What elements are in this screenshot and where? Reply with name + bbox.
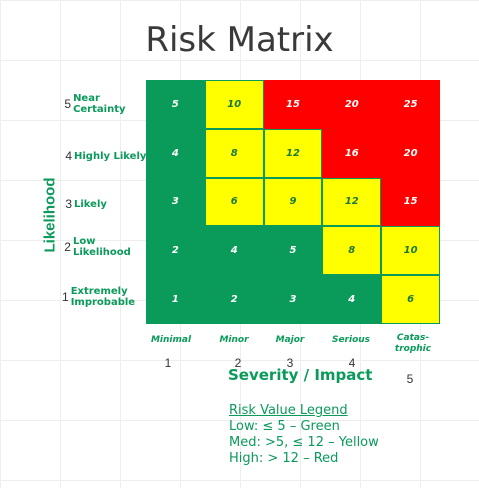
likelihood-number: 4 [65, 149, 72, 163]
likelihood-row-1: 1 Extremely Improbable [62, 282, 148, 312]
matrix-cell: 8 [204, 128, 264, 178]
x-axis-title: Severity / Impact [228, 366, 373, 384]
page-title: Risk Matrix [145, 20, 334, 60]
likelihood-row-5: 5 Near Certainty [62, 89, 148, 119]
matrix-cell: 3 [146, 177, 205, 227]
severity-label-5: Catas-trophic [394, 333, 432, 354]
matrix-cell: 20 [381, 128, 440, 178]
severity-label-2: Minor [219, 335, 249, 345]
matrix-cell: 5 [263, 226, 323, 276]
severity-label-1: Minimal [150, 335, 192, 345]
matrix-cell: 15 [263, 80, 323, 129]
likelihood-number: 5 [64, 97, 72, 111]
severity-label-3: Major [275, 335, 305, 345]
matrix-cell: 12 [322, 177, 382, 227]
matrix-cell: 16 [322, 128, 382, 178]
matrix-cell: 25 [381, 80, 440, 129]
matrix-cell: 6 [381, 275, 440, 324]
matrix-cell: 10 [381, 226, 440, 276]
legend-item-high: High: > 12 – Red [229, 451, 339, 466]
likelihood-number: 1 [62, 290, 69, 304]
likelihood-label: Highly Likely [74, 150, 147, 162]
matrix-cell: 4 [204, 226, 264, 276]
matrix-cell: 15 [381, 177, 440, 227]
likelihood-label: Likely [74, 198, 107, 210]
risk-legend: Risk Value Legend Low: ≤ 5 – Green Med: … [229, 403, 379, 467]
matrix-cell: 8 [322, 226, 382, 276]
likelihood-number: 3 [65, 197, 72, 211]
matrix-cell: 12 [263, 128, 323, 178]
severity-number-2: 2 [234, 356, 242, 370]
matrix-cell: 20 [322, 80, 382, 129]
severity-label-4: Serious [331, 335, 371, 345]
likelihood-label: Low Likelihood [72, 236, 131, 258]
severity-number-3: 3 [286, 356, 294, 370]
likelihood-row-3: 3 Likely [62, 189, 148, 219]
matrix-cell: 4 [146, 128, 205, 178]
matrix-cell: 10 [204, 80, 264, 129]
matrix-cell: 4 [322, 275, 382, 324]
legend-item-low: Low: ≤ 5 – Green [229, 419, 340, 434]
matrix-cell: 5 [146, 80, 205, 129]
severity-number-1: 1 [164, 356, 172, 370]
matrix-cell: 3 [263, 275, 323, 324]
y-axis-title-text: Likelihood [41, 177, 59, 253]
matrix-cell: 2 [204, 275, 264, 324]
likelihood-label: Extremely Improbable [70, 286, 136, 308]
matrix-cell: 6 [204, 177, 264, 227]
likelihood-number: 2 [64, 240, 71, 254]
legend-item-med: Med: >5, ≤ 12 – Yellow [229, 435, 379, 450]
matrix-cell: 1 [146, 275, 205, 324]
likelihood-label: Near Certainty [73, 93, 126, 115]
matrix-cell: 2 [146, 226, 205, 276]
severity-number-5: 5 [406, 372, 414, 386]
likelihood-row-4: 4 Highly Likely [62, 141, 148, 171]
severity-number-4: 4 [348, 356, 356, 370]
matrix-cell: 9 [263, 177, 323, 227]
risk-matrix-grid: 5 10 15 20 25 4 8 12 16 20 3 6 9 12 15 2 4 5 8 10 1 2 3 4 6 [146, 80, 440, 324]
legend-title: Risk Value Legend [229, 403, 348, 418]
likelihood-row-2: 2 Low Likelihood [62, 232, 148, 262]
